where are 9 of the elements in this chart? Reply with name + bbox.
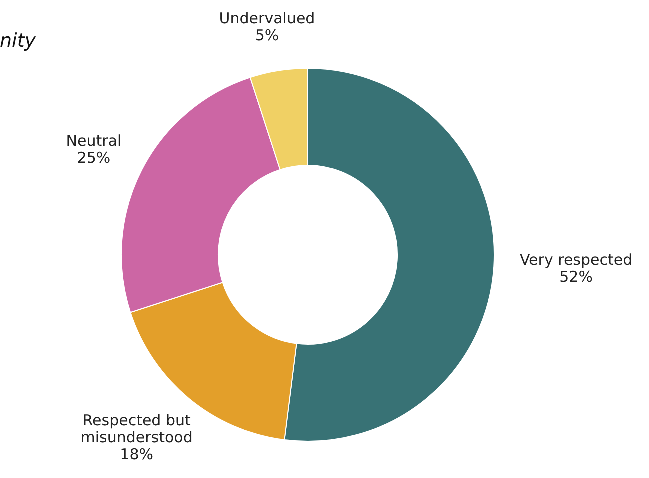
data-label: 5% [255, 26, 280, 45]
slice-label: Respected but misunderstood [80, 411, 193, 446]
slice-label: Neutral [66, 132, 122, 150]
slice-label: Undervalued [219, 10, 316, 28]
data-label: 25% [77, 149, 111, 168]
data-label: 52% [560, 268, 593, 286]
slice-label: Very respected [520, 250, 633, 269]
data-label: 18% [120, 445, 154, 464]
text: nity [0, 30, 36, 52]
